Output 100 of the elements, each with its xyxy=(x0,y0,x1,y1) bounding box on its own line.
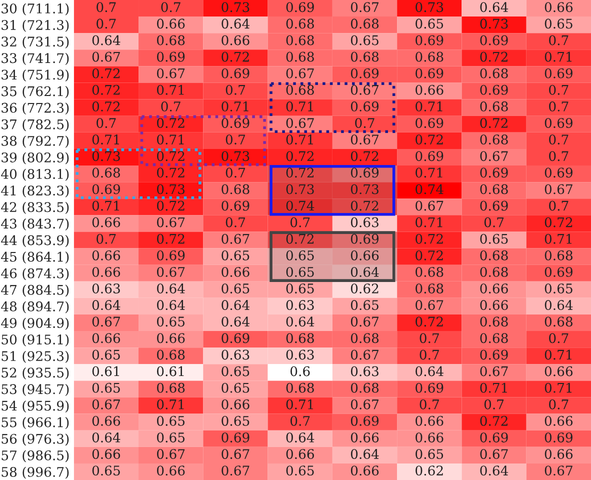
data-label: 0.69 xyxy=(222,432,250,442)
data-label: 0.72 xyxy=(157,200,184,211)
data-label: 0.67 xyxy=(222,449,250,459)
data-label: 0.63 xyxy=(286,300,314,310)
y-tick-label: 56 (976.3) xyxy=(2,434,69,446)
data-label: 0.69 xyxy=(416,68,444,78)
y-tick-label: 58 (996.7) xyxy=(2,466,69,479)
data-label: 0.73 xyxy=(480,18,508,29)
data-label: 0.68 xyxy=(480,266,508,277)
data-label: 0.66 xyxy=(480,284,508,294)
data-label: 0.7 xyxy=(549,200,568,211)
data-label: 0.7 xyxy=(549,134,568,145)
data-label: 0.7 xyxy=(420,333,439,344)
data-label: 0.65 xyxy=(350,300,378,310)
data-label: 0.61 xyxy=(92,366,120,376)
data-label: 0.71 xyxy=(286,399,313,410)
data-label: 0.7 xyxy=(549,399,568,410)
data-label: 0.69 xyxy=(544,266,572,277)
data-label: 0.69 xyxy=(416,35,444,46)
data-label: 0.67 xyxy=(480,366,508,376)
data-label: 0.66 xyxy=(157,18,185,29)
data-label: 0.67 xyxy=(222,466,250,476)
y-tick-label: 55 (966.1) xyxy=(2,417,69,430)
data-label: 0.67 xyxy=(222,234,250,244)
data-label: 0.69 xyxy=(286,2,314,12)
y-tick-label: 39 (802.9) xyxy=(2,152,69,164)
data-label: 0.72 xyxy=(416,134,443,145)
data-label: 0.64 xyxy=(480,466,508,476)
y-tick-label: 37 (782.5) xyxy=(2,119,69,132)
data-label: 0.64 xyxy=(92,300,120,310)
data-label: 0.69 xyxy=(544,68,572,78)
data-label: 0.72 xyxy=(416,234,443,244)
data-label: 0.66 xyxy=(92,217,120,228)
data-label: 0.72 xyxy=(222,52,249,62)
data-label: 0.72 xyxy=(350,151,378,162)
data-label: 0.71 xyxy=(222,101,248,112)
data-label: 0.72 xyxy=(286,234,314,244)
data-label: 0.68 xyxy=(350,333,379,344)
data-label: 0.67 xyxy=(157,217,185,228)
data-label: 0.68 xyxy=(157,350,185,360)
data-label: 0.66 xyxy=(157,333,185,344)
data-label: 0.67 xyxy=(92,399,120,410)
data-label: 0.66 xyxy=(92,266,120,277)
data-label: 0.71 xyxy=(544,382,572,393)
data-label: 0.68 xyxy=(157,35,185,46)
data-label: 0.72 xyxy=(416,250,443,260)
data-label: 0.71 xyxy=(416,217,442,228)
data-label: 0.63 xyxy=(92,284,120,294)
data-label: 0.67 xyxy=(544,184,572,194)
data-label: 0.69 xyxy=(222,118,250,128)
data-label: 0.7 xyxy=(484,399,504,410)
data-label: 0.67 xyxy=(416,300,444,310)
y-tick-label: 45 (864.1) xyxy=(1,252,69,264)
data-label: 0.71 xyxy=(544,350,572,360)
data-label: 0.67 xyxy=(92,316,120,327)
data-label: 0.67 xyxy=(350,2,378,12)
data-label: 0.7 xyxy=(96,2,116,12)
data-label: 0.72 xyxy=(286,151,314,162)
data-label: 0.66 xyxy=(480,300,508,310)
data-label: 0.66 xyxy=(92,333,120,344)
data-label: 0.7 xyxy=(96,118,116,128)
data-label: 0.7 xyxy=(420,350,439,360)
data-label: 0.7 xyxy=(161,101,180,112)
data-label: 0.67 xyxy=(350,399,378,410)
data-label: 0.68 xyxy=(286,18,314,29)
data-label: 0.72 xyxy=(157,168,184,178)
data-label: 0.61 xyxy=(157,366,184,376)
data-label: 0.7 xyxy=(420,399,439,410)
data-label: 0.72 xyxy=(286,168,314,178)
y-tick-label: 41 (823.3) xyxy=(1,185,69,198)
y-tick-label: 44 (853.9) xyxy=(1,234,69,248)
data-label: 0.69 xyxy=(416,118,444,128)
data-label: 0.69 xyxy=(157,250,185,260)
data-label: 0.69 xyxy=(480,200,508,211)
data-label: 0.66 xyxy=(286,449,314,459)
data-label: 0.64 xyxy=(286,432,314,442)
y-tick-label: 42 (833.5) xyxy=(1,202,69,214)
data-label: 0.66 xyxy=(92,250,120,260)
data-label: 0.65 xyxy=(157,432,185,442)
data-label: 0.72 xyxy=(480,118,508,128)
data-label: 0.66 xyxy=(416,84,444,95)
data-label: 0.66 xyxy=(92,449,120,459)
y-tick-label: 36 (772.3) xyxy=(2,102,69,115)
data-label: 0.64 xyxy=(157,284,185,294)
y-tick-label: 30 (711.1) xyxy=(2,3,69,16)
data-label: 0.73 xyxy=(222,151,250,162)
data-label: 0.7 xyxy=(549,84,568,95)
data-label: 0.66 xyxy=(544,2,573,12)
data-label: 0.72 xyxy=(544,217,572,228)
data-label: 0.66 xyxy=(350,466,379,476)
data-label: 0.65 xyxy=(286,466,314,476)
data-label: 0.71 xyxy=(480,382,507,393)
data-label: 0.63 xyxy=(350,217,378,228)
y-tick-label: 35 (762.1) xyxy=(2,86,69,98)
y-tick-label: 53 (945.7) xyxy=(2,384,69,396)
data-label: 0.71 xyxy=(286,101,313,112)
data-label: 0.67 xyxy=(157,449,185,459)
y-tick-label: 54 (955.9) xyxy=(2,400,69,413)
data-label: 0.65 xyxy=(480,234,508,244)
data-label: 0.68 xyxy=(544,316,572,327)
